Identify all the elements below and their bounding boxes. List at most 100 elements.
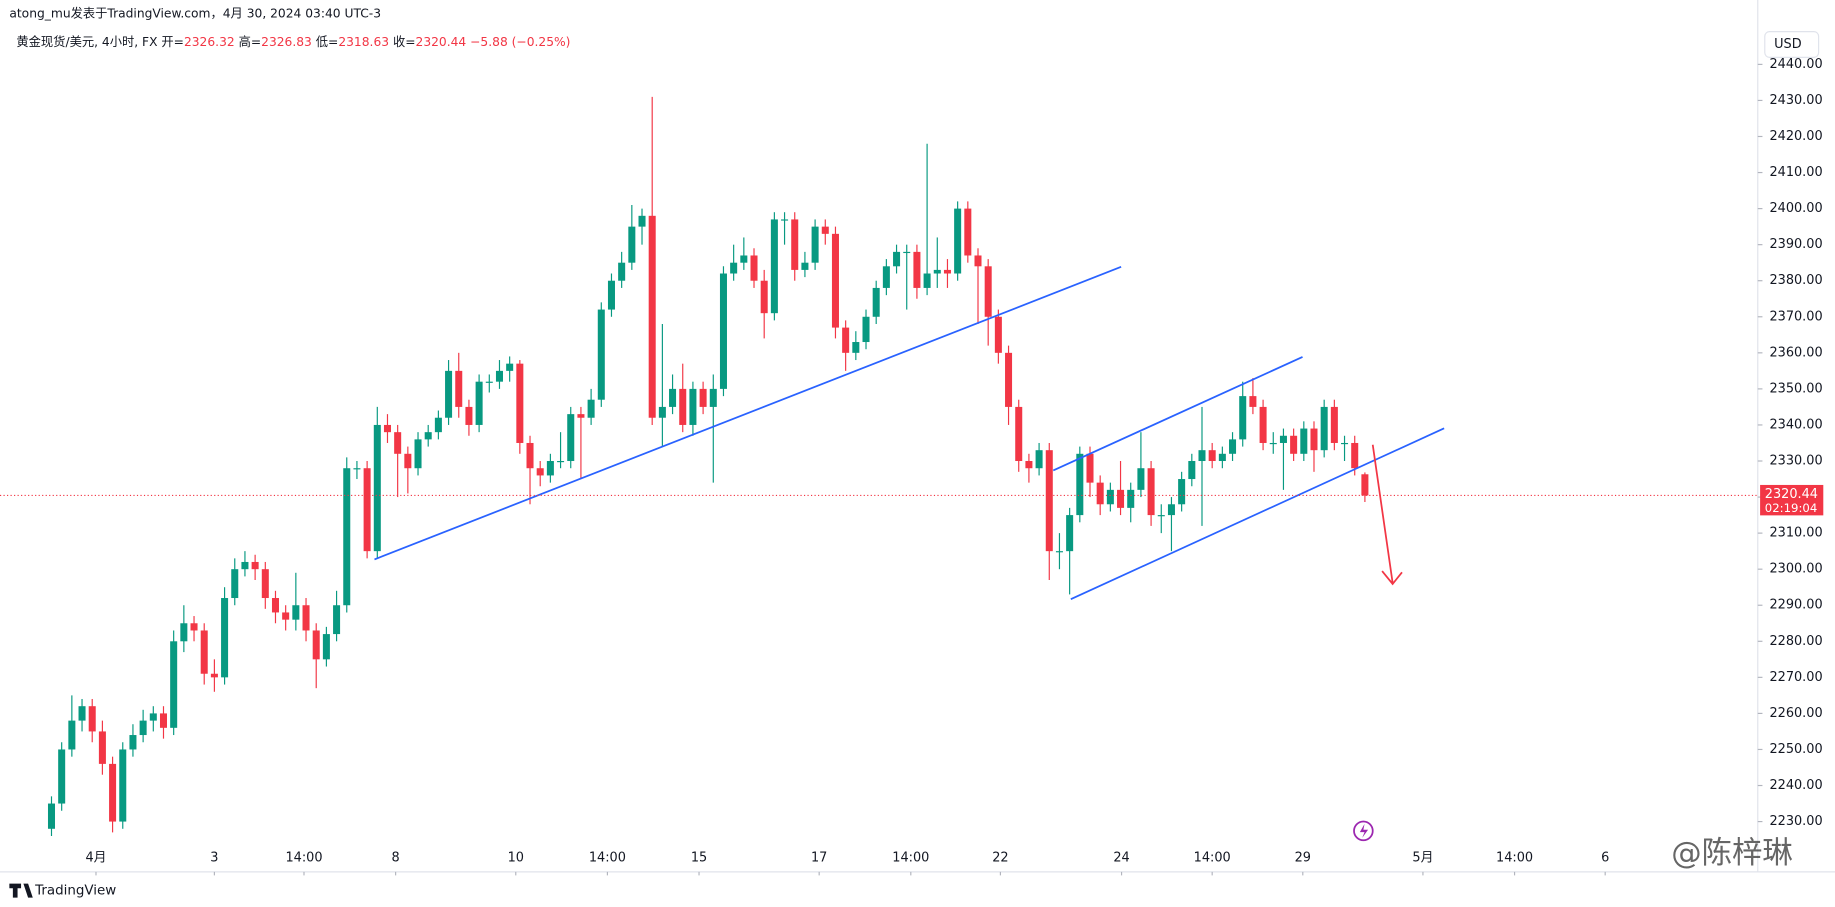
candle-body [455, 370, 463, 407]
candle-body [1096, 482, 1104, 505]
candle-body [730, 262, 738, 274]
candle-body [811, 226, 819, 263]
candle-body [994, 316, 1002, 353]
y-tick-label: 2310.00 [1769, 526, 1822, 541]
candle-body [1086, 453, 1094, 483]
candle-body [58, 749, 66, 804]
candle-body [251, 561, 259, 570]
candle-body [506, 363, 514, 371]
candle-body [200, 630, 208, 674]
candle-body [241, 561, 249, 570]
candle-body [1167, 504, 1175, 516]
candle-body [383, 424, 391, 433]
y-tick-label: 2380.00 [1769, 273, 1822, 288]
x-tick-label: 3 [210, 850, 218, 865]
y-tick-label: 2300.00 [1769, 562, 1822, 577]
y-tick-label: 2240.00 [1769, 778, 1822, 793]
candle-body [770, 219, 778, 314]
channel-lower[interactable] [1070, 427, 1445, 600]
candle-body [852, 342, 860, 353]
candle-body [373, 424, 381, 552]
y-tick-label: 2260.00 [1769, 706, 1822, 721]
currency: USD [1774, 37, 1802, 52]
candle-body [465, 406, 473, 425]
candle-body [618, 262, 626, 281]
candle-body [984, 266, 992, 317]
high-label: 高= [239, 34, 262, 49]
candle-body [1259, 406, 1267, 443]
candle-body [974, 255, 982, 267]
candle-body [679, 388, 687, 425]
change: −5.88 (−0.25%) [470, 35, 570, 49]
candle-body [312, 630, 320, 660]
candle-body [933, 269, 941, 274]
watermark: @陈梓琳 [1671, 836, 1793, 871]
candle-body [628, 226, 636, 263]
candle-body [47, 803, 56, 829]
candle-body [1188, 461, 1196, 480]
candle-body [923, 273, 931, 288]
candle-body [221, 598, 229, 678]
candle-body [1015, 406, 1023, 462]
x-tick-label: 29 [1295, 850, 1311, 865]
candle-body [404, 453, 412, 469]
brand: TradingView [34, 884, 116, 899]
candle-body [343, 468, 351, 606]
candle-body [1045, 450, 1053, 552]
y-tick-label: 2230.00 [1769, 814, 1822, 829]
currency-button[interactable] [1764, 31, 1820, 58]
y-tick-label: 2350.00 [1769, 381, 1822, 396]
y-tick-label: 2370.00 [1769, 309, 1822, 324]
candle-body [831, 233, 839, 328]
candle-body [333, 605, 341, 635]
x-tick-label: 10 [508, 850, 524, 865]
candle-body [109, 763, 117, 822]
candle-body [1310, 428, 1318, 451]
candle-body [893, 251, 901, 267]
candle-body [1330, 406, 1338, 443]
open-label: 开= [161, 35, 184, 49]
candle-body [261, 569, 269, 599]
x-tick-label: 14:00 [285, 850, 322, 865]
candle-body [607, 280, 615, 310]
candle-body [842, 327, 850, 353]
candle-body [282, 612, 290, 620]
candle-body [322, 634, 330, 660]
x-tick-label: 14:00 [589, 850, 626, 865]
trend-line[interactable] [374, 266, 1122, 561]
candle-body [68, 720, 76, 750]
candle-body [526, 442, 534, 469]
candle-body [689, 388, 697, 425]
close-value: 2320.44 [416, 35, 467, 49]
candle-body [98, 731, 106, 764]
byline: atong_mu发表于TradingView.com，4月 30, 2024 0… [9, 6, 381, 21]
alert-icon[interactable] [1353, 820, 1374, 842]
countdown: 02:19:04 [1765, 501, 1818, 515]
candle-body [394, 432, 402, 454]
down-arrow[interactable] [1371, 444, 1403, 586]
x-tick-label: 14:00 [1194, 850, 1231, 865]
candle-body [597, 309, 605, 400]
candle-body [638, 215, 646, 227]
candle-body [1208, 450, 1216, 462]
candle-body [1005, 352, 1013, 407]
candle-body [78, 706, 86, 721]
candle-body [271, 598, 279, 613]
candle-body [587, 399, 595, 418]
candle-body [954, 208, 962, 274]
candle-body [1035, 450, 1043, 469]
y-tick-label: 2290.00 [1769, 598, 1822, 613]
candle-body [903, 251, 911, 254]
candle-body [434, 417, 442, 433]
candle-body [1147, 468, 1155, 516]
candle-body [1229, 439, 1237, 454]
alert-bolt [1359, 823, 1369, 838]
channel-upper[interactable] [1052, 356, 1303, 472]
candle-body [1290, 435, 1298, 454]
candle-body [129, 735, 137, 750]
candle-body [1025, 461, 1033, 469]
candle-body [180, 623, 188, 642]
candle-body [190, 623, 198, 631]
